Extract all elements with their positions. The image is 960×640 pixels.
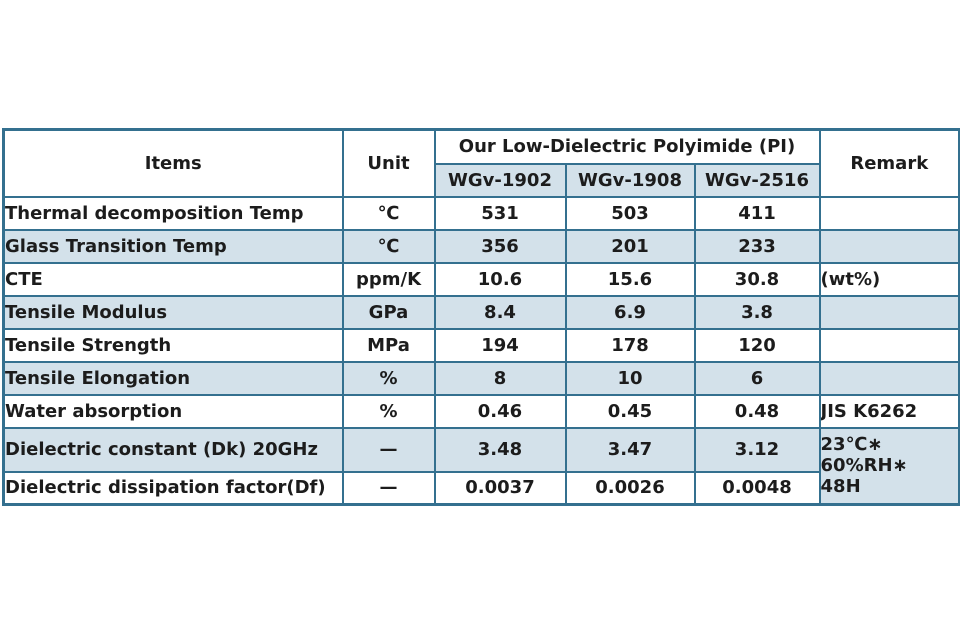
table-row: Tensile Modulus GPa 8.4 6.9 3.8 [2, 294, 960, 330]
table-row: Thermal decomposition Temp ℃ 531 503 411 [2, 195, 960, 231]
cell-unit: ℃ [341, 195, 436, 231]
cell-value: 0.0048 [693, 470, 821, 506]
cell-value: 0.48 [693, 393, 821, 429]
properties-table: Items Unit Our Low-Dielectric Polyimide … [2, 128, 960, 506]
cell-remark: JIS K6262 [818, 393, 960, 429]
col-header-product-2: WGv-1908 [564, 162, 696, 198]
cell-value: 3.47 [564, 426, 696, 473]
header-row-products: WGv-1902 WGv-1908 WGv-2516 [4, 162, 960, 198]
cell-unit: ppm/K [341, 261, 436, 297]
cell-value: 0.45 [564, 393, 696, 429]
cell-item: Water absorption [2, 393, 344, 429]
col-header-remark: Remark [818, 128, 960, 198]
col-header-product-1: WGv-1902 [433, 162, 567, 198]
cell-item: Glass Transition Temp [2, 228, 344, 264]
cell-unit: % [341, 393, 436, 429]
cell-value: 3.8 [693, 294, 821, 330]
cell-value: 8.4 [433, 294, 567, 330]
cell-item: Dielectric dissipation factor(Df) [2, 470, 344, 506]
cell-value: 0.46 [433, 393, 567, 429]
cell-value: 531 [433, 195, 567, 231]
cell-value: 6.9 [564, 294, 696, 330]
cell-remark [818, 327, 960, 363]
cell-remark [818, 228, 960, 264]
cell-unit: MPa [341, 327, 436, 363]
table-row: CTE ppm/K 10.6 15.6 30.8 (wt%) [2, 261, 960, 297]
cell-value: 233 [693, 228, 821, 264]
col-header-product-3: WGv-2516 [693, 162, 821, 198]
cell-value: 178 [564, 327, 696, 363]
table-row: Tensile Elongation % 8 10 6 [2, 360, 960, 396]
cell-remark [818, 294, 960, 330]
cell-value: 30.8 [693, 261, 821, 297]
col-header-unit: Unit [341, 128, 436, 198]
table-row: Water absorption % 0.46 0.45 0.48 JIS K6… [2, 393, 960, 429]
cell-remark [818, 360, 960, 396]
cell-remark: (wt%) [818, 261, 960, 297]
col-header-group: Our Low-Dielectric Polyimide (PI) [433, 128, 821, 165]
table-row: Dielectric dissipation factor(Df) — 0.00… [2, 470, 960, 506]
col-header-items: Items [2, 128, 344, 198]
cell-remark [818, 195, 960, 231]
table-row: Tensile Strength MPa 194 178 120 [2, 327, 960, 363]
cell-value: 356 [433, 228, 567, 264]
table-row: Dielectric constant (Dk) 20GHz — 3.48 3.… [2, 426, 960, 506]
header-row-group: Items Unit Our Low-Dielectric Polyimide … [2, 128, 960, 198]
cell-value: 15.6 [564, 261, 696, 297]
cell-unit: % [341, 360, 436, 396]
table-container: Items Unit Our Low-Dielectric Polyimide … [2, 128, 960, 506]
cell-item: CTE [2, 261, 344, 297]
cell-value: 194 [433, 327, 567, 363]
cell-value: 503 [564, 195, 696, 231]
cell-value: 0.0026 [564, 470, 696, 506]
table-row: Glass Transition Temp ℃ 356 201 233 [2, 228, 960, 264]
cell-unit: — [341, 426, 436, 473]
cell-item: Thermal decomposition Temp [2, 195, 344, 231]
cell-value: 6 [693, 360, 821, 396]
cell-unit: — [341, 470, 436, 506]
cell-value: 0.0037 [433, 470, 567, 506]
cell-value: 10 [564, 360, 696, 396]
cell-unit: ℃ [341, 228, 436, 264]
cell-item: Tensile Elongation [2, 360, 344, 396]
cell-value: 3.48 [433, 426, 567, 473]
cell-remark-conditions: 23℃∗ 60%RH∗ 48H [818, 426, 960, 506]
cell-item: Tensile Modulus [2, 294, 344, 330]
cell-value: 10.6 [433, 261, 567, 297]
cell-value: 3.12 [693, 426, 821, 473]
cell-value: 411 [693, 195, 821, 231]
cell-value: 120 [693, 327, 821, 363]
cell-value: 201 [564, 228, 696, 264]
cell-item: Tensile Strength [2, 327, 344, 363]
cell-value: 8 [433, 360, 567, 396]
cell-unit: GPa [341, 294, 436, 330]
cell-item: Dielectric constant (Dk) 20GHz [2, 426, 344, 473]
